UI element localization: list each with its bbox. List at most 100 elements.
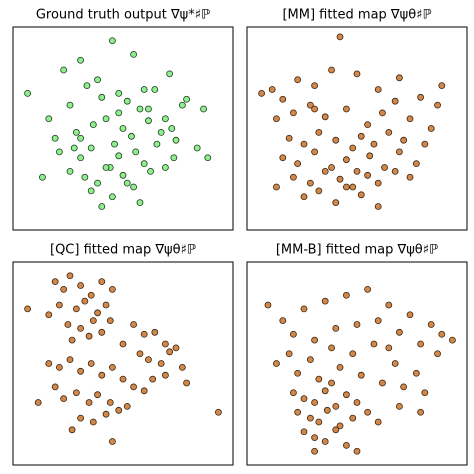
point [109,438,116,445]
point [279,317,287,325]
point [60,285,68,293]
point [66,356,74,364]
point [357,132,365,140]
point [294,369,302,377]
point [161,340,169,348]
point [364,408,372,416]
point [81,173,89,181]
point [264,301,272,309]
point [89,317,97,325]
point [77,282,84,289]
point [311,434,319,442]
point [357,191,365,199]
point [448,336,456,344]
point [374,418,382,426]
point [98,328,106,336]
point [85,332,93,340]
point [395,148,403,156]
point [285,350,293,358]
point [332,402,340,410]
point [300,140,308,148]
point [417,93,425,101]
point [294,160,302,168]
point [336,33,344,41]
point [45,360,53,367]
point [336,363,344,371]
point [364,121,372,128]
point [311,105,319,113]
point [395,328,403,336]
point [400,383,408,391]
point [321,113,329,121]
point [306,414,314,422]
chart-title: Ground truth output ∇ψ*♯ℙ [36,8,210,23]
point [311,148,319,156]
point [438,82,446,89]
point [364,171,372,179]
point [72,389,80,397]
point [374,203,382,210]
point [153,140,161,148]
point [161,115,169,123]
point [157,128,165,136]
point [77,324,84,332]
point [328,66,335,74]
point [315,187,323,195]
point [178,363,186,371]
point [357,371,365,379]
point [434,350,441,358]
point [170,154,178,162]
point [94,391,101,399]
point [273,360,280,367]
chart-title: [MM] fitted map ∇ψθ♯ℙ [282,8,431,23]
point [406,115,414,123]
point [136,350,144,358]
point [421,140,429,148]
point [406,173,414,181]
point [109,193,116,201]
point [140,387,148,395]
point [289,330,297,338]
point [140,86,148,93]
point [85,399,93,406]
point [119,171,127,179]
point [56,301,63,309]
point [66,101,74,109]
point [24,305,32,313]
point [300,193,308,201]
point [77,154,84,162]
point [60,395,68,403]
plot-frame [12,261,234,466]
point [353,399,361,406]
point [172,136,180,144]
plot-frame [12,26,234,231]
point [119,125,127,132]
point [130,51,138,58]
point [77,56,84,64]
point [151,86,159,93]
point [161,371,169,379]
point [434,101,441,109]
point [342,105,350,113]
point [183,95,191,103]
point [289,389,297,397]
point [68,336,76,344]
point [321,167,329,175]
point [106,399,114,406]
point [94,309,101,317]
point [130,183,138,191]
point [427,125,435,132]
point [109,285,116,293]
point [130,383,138,391]
point [87,144,95,152]
point [306,101,314,109]
point [178,101,186,109]
point [172,344,180,352]
point [321,387,329,395]
point [379,379,386,387]
point [391,97,399,105]
point [289,173,297,181]
point [166,348,174,356]
point [421,389,429,397]
